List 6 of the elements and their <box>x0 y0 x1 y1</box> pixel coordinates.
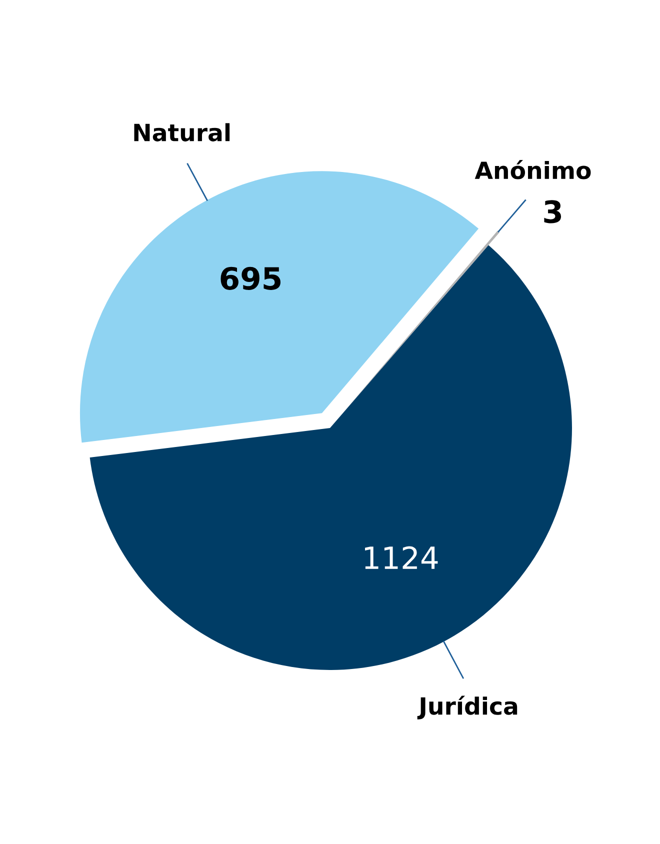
data-label: 3 <box>544 200 562 224</box>
data-label: 695 <box>220 266 280 290</box>
slice-label: Anónimo <box>474 160 591 180</box>
data-label: 1124 <box>365 546 438 569</box>
slice-label: Jurídica <box>417 696 518 720</box>
slice-label: Natural <box>134 123 230 142</box>
